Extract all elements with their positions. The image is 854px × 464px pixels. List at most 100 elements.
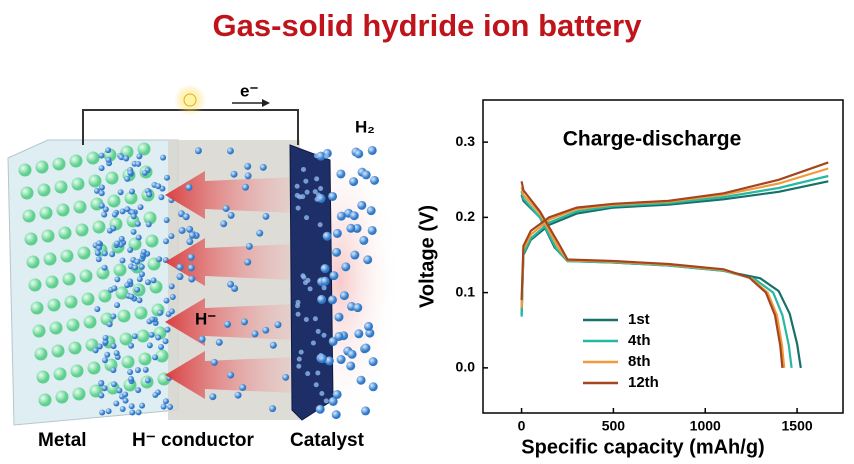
metal-atom [128,237,142,251]
ion-flow-arrow [165,238,295,286]
metal-atom [145,234,159,248]
hydride-ion [152,392,159,399]
catalyst-site [304,215,310,221]
hydride-ion [162,398,169,405]
metal-atom [53,367,67,381]
metal-atom [72,387,86,401]
hydride-ion [96,240,103,247]
hydride-ion [135,387,142,394]
x-axis-label: Specific capacity (mAh/g) [521,436,764,458]
metal-atom [120,145,134,159]
hydride-ion [114,276,121,283]
hydride-ion [256,229,264,237]
hydride-ion [241,318,249,326]
metal-atom [124,191,138,205]
metal-atom [62,272,76,286]
hydride-ion [186,225,194,233]
hydride-ion [182,213,190,221]
hydride-ion [168,283,175,290]
metal-atom [113,263,127,277]
metal-atom [18,163,32,177]
hydride-ion [134,367,141,374]
hydride-ion [102,206,109,213]
catalyst-site [318,186,324,192]
ion-label: H⁻ [195,309,216,328]
hydride-ion [135,409,142,416]
hydride-ion [152,354,159,361]
metal-atom [30,301,44,315]
metal-atom [70,364,84,378]
hydride-ion [215,338,223,346]
hydrogen-atom [317,294,327,304]
hydride-ion [131,333,138,340]
metal-atom [81,292,95,306]
hydride-ion [111,285,118,292]
metal-atom [115,286,129,300]
hydrogen-atom [365,328,375,338]
catalyst-site [317,222,323,228]
hydrogen-atom [324,356,334,366]
metal-atom [47,298,61,312]
hydride-ion [194,147,202,155]
metal-atom [98,289,112,303]
hydride-ion [227,211,235,219]
hydride-ion [105,147,112,154]
metal-atom [155,349,169,363]
catalyst-site [321,285,327,291]
hydride-ion [137,204,144,211]
legend-label: 4th [628,332,651,349]
hydride-ion [226,147,234,155]
metal-atom [43,252,57,266]
hydride-ion [168,233,175,240]
hydrogen-atom [331,410,341,420]
metal-atom [24,232,38,246]
catalyst-site [295,205,301,211]
hydride-ion [119,257,126,264]
hydride-ion [101,250,108,257]
hydride-ion [117,189,124,196]
hydride-ion [129,409,136,416]
hydrogen-atom [327,295,337,305]
hydride-ion [176,273,184,281]
hydride-ion [160,403,167,410]
catalyst-site [305,371,311,377]
metal-atom [137,142,151,156]
metal-atom [92,220,106,234]
metal-atom [105,171,119,185]
hydride-ion [105,408,112,415]
conductor-label: H⁻ conductor [132,430,255,451]
catalyst-site [295,311,301,317]
hydride-ion [99,409,106,416]
hydride-ion [130,213,137,220]
metal-atom [149,280,163,294]
catalyst-site [300,166,306,172]
illustration: e⁻ H₂ H⁻ Metal H⁻ conductor Catalyst [7,81,400,451]
hydride-ion [138,271,145,278]
metal-atom [28,278,42,292]
metal-label: Metal [38,430,87,451]
legend-label: 1st [628,311,650,328]
hydrogen-atom [332,389,342,399]
hydride-ion [244,258,252,266]
hydride-ion [169,294,176,301]
hydrogen-atom [315,404,325,414]
hydride-ion [94,306,101,313]
catalyst-site [323,153,329,159]
metal-atom [88,174,102,188]
x-tick-label: 1500 [782,418,813,434]
hydride-ion [222,204,230,212]
y-tick-label: 0.3 [456,133,476,149]
hydride-ion [101,385,108,392]
metal-atom [36,370,50,384]
hydride-ion [144,279,151,286]
hydride-ion [119,406,126,413]
hydride-ion [119,208,126,215]
catalyst-site [312,316,318,322]
catalyst-site [315,192,321,198]
hydride-ion [95,256,102,263]
hydrogen-atom [347,349,357,359]
catalyst-site [321,332,327,338]
y-tick-label: 0.2 [456,208,476,224]
hydride-ion [98,165,105,172]
metal-atom [121,355,135,369]
